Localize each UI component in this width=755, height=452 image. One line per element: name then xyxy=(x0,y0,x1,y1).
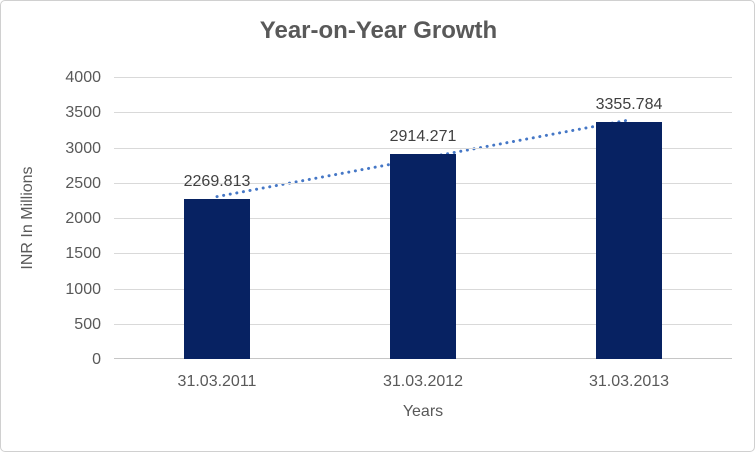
y-tick-label: 3500 xyxy=(65,104,101,122)
y-tick-label: 4000 xyxy=(65,69,101,86)
y-tick-label: 2000 xyxy=(65,210,101,227)
y-tick-label: 0 xyxy=(92,351,101,368)
y-tick-label: 500 xyxy=(74,315,101,333)
data-label-31.03.2012: 2914.271 xyxy=(389,127,457,145)
chart-title: Year-on-Year Growth xyxy=(259,17,498,44)
trendline-layer xyxy=(215,118,631,199)
data-label-31.03.2013: 3355.784 xyxy=(595,96,663,114)
bar-31.03.2011 xyxy=(184,198,250,359)
trendline xyxy=(215,118,631,199)
x-tick-label-31.03.2011: 31.03.2011 xyxy=(177,373,257,390)
x-axis-title: Years xyxy=(402,403,444,420)
x-tick-label-31.03.2013: 31.03.2013 xyxy=(588,373,670,390)
plot-area: 2269.813 2914.271 3355.784 xyxy=(114,77,732,359)
y-tick-label: 1500 xyxy=(65,245,101,263)
gridline xyxy=(114,147,732,149)
data-label-31.03.2011: 2269.813 xyxy=(183,172,251,190)
bar-31.03.2013 xyxy=(596,122,662,359)
gridline xyxy=(114,77,732,78)
x-tick-label-31.03.2012: 31.03.2012 xyxy=(382,373,464,390)
gridline xyxy=(114,112,732,114)
y-tick-label: 1000 xyxy=(65,280,101,298)
bar-31.03.2012 xyxy=(390,153,456,359)
y-tick-label: 2500 xyxy=(65,174,101,192)
y-tick-label: 3000 xyxy=(65,139,101,157)
